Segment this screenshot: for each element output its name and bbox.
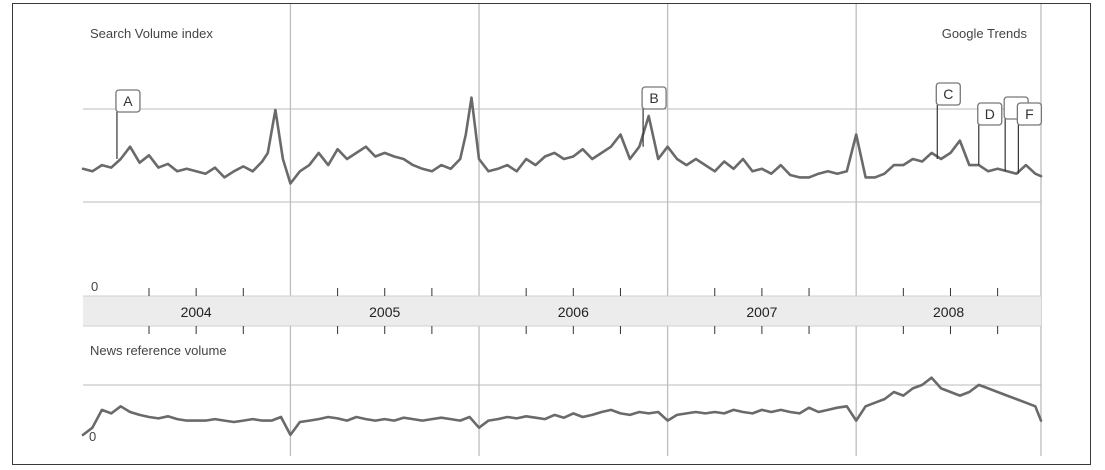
news-panel-title: News reference volume: [90, 343, 227, 358]
search-panel-title: Search Volume index: [90, 26, 213, 41]
event-markers: A B C D F: [115, 82, 1043, 174]
quarter-ticks: [148, 288, 999, 334]
year-labels: 2004 2005 2006 2007 2008: [181, 304, 965, 320]
year-label-2004: 2004: [181, 304, 212, 320]
event-label: D: [985, 106, 995, 122]
year-divider-lines: [289, 4, 1042, 456]
event-box: [1016, 102, 1043, 126]
search-zero-label: 0: [91, 279, 98, 294]
year-label-2008: 2008: [933, 304, 964, 320]
news-zero-label: 0: [89, 429, 96, 444]
event-label: A: [123, 93, 133, 109]
year-band: [83, 296, 1041, 326]
trends-chart: Search Volume index Google Trends 0 2004…: [81, 4, 1043, 456]
event-label: F: [1025, 106, 1034, 122]
event-label: C: [943, 86, 953, 102]
event-marker-F[interactable]: F: [1016, 102, 1043, 174]
event-marker-A[interactable]: A: [115, 89, 141, 159]
news-volume-series: [81, 376, 1043, 437]
google-trends-brand: Google Trends: [942, 26, 1028, 41]
event-marker-B[interactable]: B: [641, 86, 667, 147]
year-label-2006: 2006: [558, 304, 589, 320]
chart-frame: Search Volume index Google Trends 0 2004…: [12, 3, 1091, 465]
search-volume-series: [81, 96, 1043, 185]
year-label-2005: 2005: [369, 304, 400, 320]
event-marker-C[interactable]: C: [935, 82, 961, 159]
event-box: [115, 89, 141, 113]
event-label: B: [649, 90, 658, 106]
event-box: [977, 102, 1003, 126]
year-label-2007: 2007: [746, 304, 777, 320]
event-marker-D[interactable]: D: [977, 102, 1003, 166]
event-box: [935, 82, 961, 106]
event-box: [641, 86, 667, 110]
